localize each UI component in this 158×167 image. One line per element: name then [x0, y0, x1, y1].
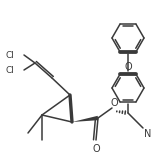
Text: O: O: [92, 144, 100, 154]
Text: N: N: [144, 129, 152, 139]
Text: O: O: [110, 98, 118, 108]
Text: Cl: Cl: [5, 50, 14, 59]
Polygon shape: [72, 116, 98, 122]
Text: O: O: [124, 62, 132, 72]
Text: Cl: Cl: [5, 65, 14, 74]
